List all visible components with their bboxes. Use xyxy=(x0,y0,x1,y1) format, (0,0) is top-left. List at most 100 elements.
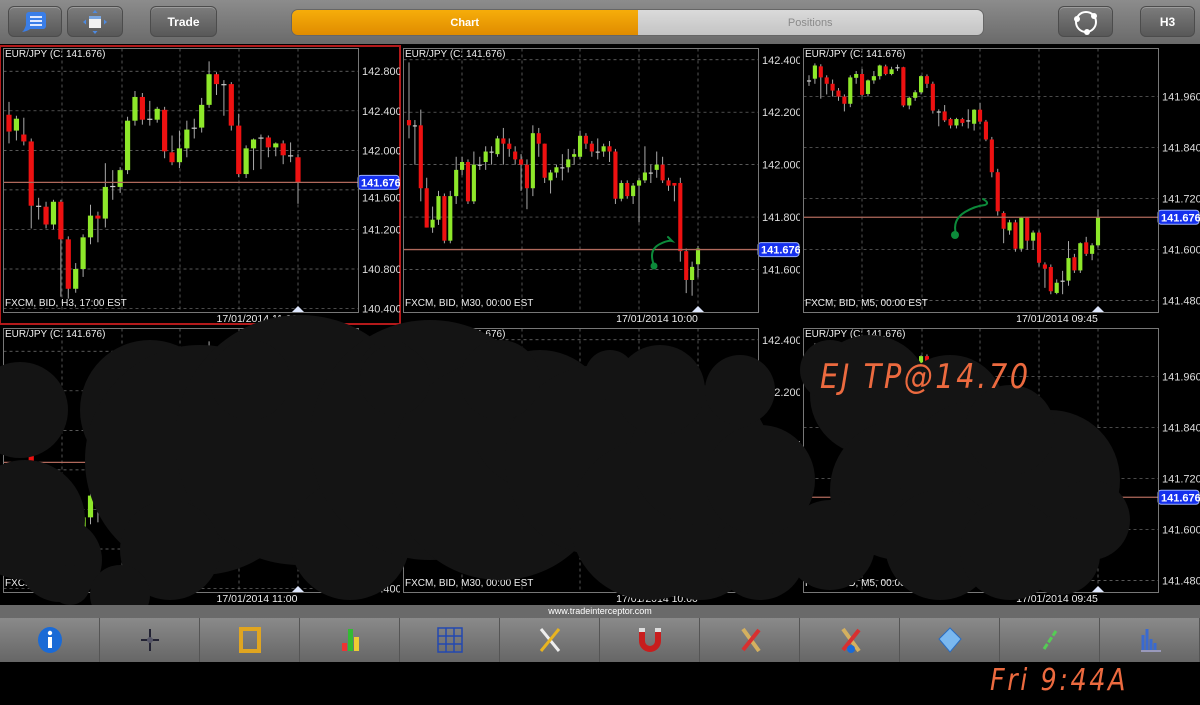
candle xyxy=(1036,510,1042,547)
candle-body xyxy=(530,133,535,189)
eraser-button[interactable] xyxy=(900,618,1000,662)
candle-body xyxy=(1054,282,1059,293)
draw-button[interactable] xyxy=(700,618,800,662)
candle-body xyxy=(1090,525,1095,534)
current-bar-marker-icon[interactable] xyxy=(1092,586,1104,592)
candle-body xyxy=(854,74,859,78)
candle xyxy=(989,136,994,178)
link-button[interactable] xyxy=(1000,618,1100,662)
tools-button[interactable] xyxy=(500,618,600,662)
candle xyxy=(169,135,175,166)
handwritten-timestamp: Fri 9:44A xyxy=(990,663,1129,698)
view-tabs: Chart Positions xyxy=(291,9,984,36)
candle-body xyxy=(191,127,197,129)
candle-body xyxy=(560,447,565,449)
candle-body xyxy=(1072,257,1077,271)
candle xyxy=(1031,230,1036,250)
layout-button[interactable] xyxy=(67,6,123,37)
candle-body xyxy=(448,196,453,241)
y-tick-label: 142.400 xyxy=(762,55,800,67)
indicators-button[interactable] xyxy=(1100,618,1200,662)
candle-body xyxy=(176,428,183,443)
candle-body xyxy=(154,108,160,120)
magnet-button[interactable] xyxy=(600,618,700,662)
candle xyxy=(1095,209,1101,248)
candle-body xyxy=(877,65,882,77)
candle xyxy=(6,101,12,144)
candle xyxy=(448,190,453,244)
candle xyxy=(124,116,131,175)
candle xyxy=(595,138,600,160)
panel-date-label: 17/01/2014 10:00 xyxy=(616,313,698,325)
candle-body xyxy=(572,434,577,437)
tab-chart[interactable]: Chart xyxy=(292,10,638,35)
candle xyxy=(1025,216,1030,250)
current-bar-marker-icon[interactable] xyxy=(1092,306,1104,312)
bar-chart-button[interactable] xyxy=(300,618,400,662)
candlestick-chart[interactable]: 142.400 142.200 142.000 141.800 141.600 141.6… xyxy=(400,46,800,324)
chart-panel[interactable]: 142.800 142.400 142.000 141.600 141.200 140.8… xyxy=(0,45,401,325)
candle xyxy=(43,481,49,509)
candle xyxy=(636,457,642,503)
candle-body xyxy=(1025,217,1030,241)
candle xyxy=(1001,211,1006,244)
chart-panel[interactable]: 142.800 142.400 142.000 141.600 141.200 140.8… xyxy=(0,326,400,605)
candle-body xyxy=(1031,232,1036,241)
current-bar-marker-icon[interactable] xyxy=(692,586,704,592)
grid-button[interactable] xyxy=(400,618,500,662)
candle-body xyxy=(1078,523,1083,551)
current-bar-marker-icon[interactable] xyxy=(292,586,304,592)
candlestick-chart[interactable]: 142.800 142.400 142.000 141.600 141.200 140.8… xyxy=(0,326,400,604)
candle xyxy=(87,204,94,245)
candle xyxy=(412,120,417,165)
candle xyxy=(619,180,624,202)
candlestick-chart[interactable]: 142.400 142.200 142.000 141.800 141.600 141.6… xyxy=(400,326,800,604)
y-tick-label: 142.800 xyxy=(362,346,400,358)
candle-body xyxy=(117,450,123,467)
website-url[interactable]: www.tradeinterceptor.com xyxy=(0,605,1200,618)
candle xyxy=(824,75,829,95)
draw-settings-button[interactable] xyxy=(800,618,900,662)
candle xyxy=(273,422,279,437)
candle xyxy=(213,352,220,375)
trade-button[interactable]: Trade xyxy=(150,6,217,37)
chart-panel[interactable]: 142.400 142.200 142.000 141.800 141.600 141.6… xyxy=(400,326,800,605)
candle xyxy=(536,407,541,437)
candle xyxy=(806,355,812,366)
current-price-label: 141.676 xyxy=(361,177,400,189)
candlestick-chart[interactable]: 141.960 141.840 141.720 141.600 141.480 141.6… xyxy=(800,46,1200,324)
menu-button[interactable] xyxy=(8,6,62,37)
candle xyxy=(889,66,894,76)
info-button[interactable] xyxy=(0,618,100,662)
eraser-icon xyxy=(937,627,962,653)
chart-panel[interactable]: 142.400 142.200 142.000 141.800 141.600 141.6… xyxy=(400,46,800,325)
refresh-button[interactable] xyxy=(1058,6,1113,37)
candle-body xyxy=(983,121,989,140)
candle-body xyxy=(1084,522,1089,534)
candle-body xyxy=(448,476,453,521)
candle-body xyxy=(139,96,145,120)
current-bar-marker-icon[interactable] xyxy=(292,306,304,312)
candle xyxy=(280,420,286,445)
candle xyxy=(184,120,190,158)
tab-positions[interactable]: Positions xyxy=(637,10,983,35)
candle xyxy=(918,75,924,95)
chart-panel[interactable]: 141.960 141.840 141.720 141.600 141.480 141.6… xyxy=(800,46,1200,325)
candle xyxy=(117,167,123,193)
ruler-frame-button[interactable] xyxy=(200,618,300,662)
candle xyxy=(1090,243,1095,261)
crosshair-button[interactable] xyxy=(100,618,200,662)
candle-body xyxy=(524,444,530,469)
layout-arrows-icon xyxy=(83,9,107,34)
candlestick-chart[interactable]: 142.800 142.400 142.000 141.600 141.200 140.8… xyxy=(0,46,400,324)
timeframe-button[interactable]: H3 xyxy=(1140,6,1195,37)
candle-body xyxy=(818,66,823,78)
candle-body xyxy=(613,151,618,199)
y-tick-label: 142.000 xyxy=(762,160,800,172)
candle xyxy=(613,428,618,484)
candle xyxy=(883,344,888,356)
candle xyxy=(560,434,565,461)
candle-body xyxy=(265,137,271,148)
current-bar-marker-icon[interactable] xyxy=(692,306,704,312)
candle xyxy=(960,397,965,407)
